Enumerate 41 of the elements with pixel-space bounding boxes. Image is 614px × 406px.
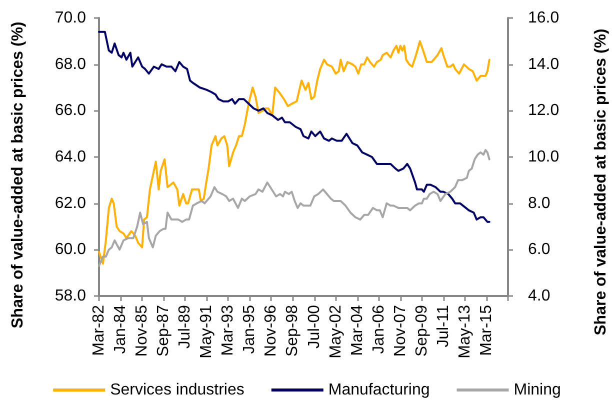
y2-tick-label: 4.0: [528, 288, 550, 304]
legend-label: Mining: [514, 382, 561, 398]
y2-tick-label: 8.0: [528, 194, 550, 212]
x-tick-label: Jan-84: [112, 304, 130, 354]
x-tick-label: Jul-11: [434, 304, 452, 348]
y-tick-label: 58.0: [54, 288, 86, 304]
x-tick-label: Nov-07: [392, 304, 409, 357]
legend-label: Manufacturing: [328, 382, 430, 398]
x-tick-label: May-91: [198, 304, 216, 358]
x-tick-label: Nov-85: [134, 304, 151, 357]
y-tick-label: 62.0: [54, 194, 86, 212]
y2-tick-label: 16.0: [528, 10, 560, 26]
legend-label: Services industries: [110, 382, 244, 398]
line-series: [98, 30, 490, 223]
line-series: [98, 149, 490, 267]
x-tick-label: Jan-06: [370, 304, 388, 354]
x-tick-label: Jul-89: [176, 304, 194, 349]
x-tick-label: Sep-87: [155, 304, 172, 357]
y-axis-title: Share of value-added at basic prices (%): [10, 22, 26, 328]
y2-tick-label: 12.0: [528, 102, 560, 120]
y-tick-label: 60.0: [54, 241, 86, 258]
x-tick-label: Mar-15: [478, 304, 495, 356]
y2-tick-label: 10.0: [528, 148, 560, 166]
y-tick-label: 66.0: [54, 102, 86, 120]
x-tick-label: May-02: [327, 304, 344, 358]
y2-axis-title: Share of value-added at basic prices (%): [592, 28, 610, 336]
y2-tick-label: 6.0: [528, 241, 550, 258]
x-tick-label: Mar-82: [90, 304, 108, 356]
y2-tick-label: 14.0: [528, 56, 560, 73]
y-tick-label: 70.0: [54, 10, 86, 26]
y-tick-label: 64.0: [54, 148, 86, 166]
x-tick-label: Mar-93: [220, 304, 237, 356]
x-tick-label: Mar-04: [348, 304, 366, 356]
x-tick-label: Jul-00: [306, 304, 323, 349]
line-series: [98, 40, 490, 265]
x-tick-label: Nov-96: [262, 304, 280, 357]
x-tick-label: Jan-95: [241, 304, 258, 354]
x-tick-label: May-13: [456, 304, 474, 358]
y-tick-label: 68.0: [54, 56, 86, 73]
x-tick-label: Sep-98: [284, 304, 302, 357]
x-tick-label: Sep-09: [413, 304, 430, 357]
